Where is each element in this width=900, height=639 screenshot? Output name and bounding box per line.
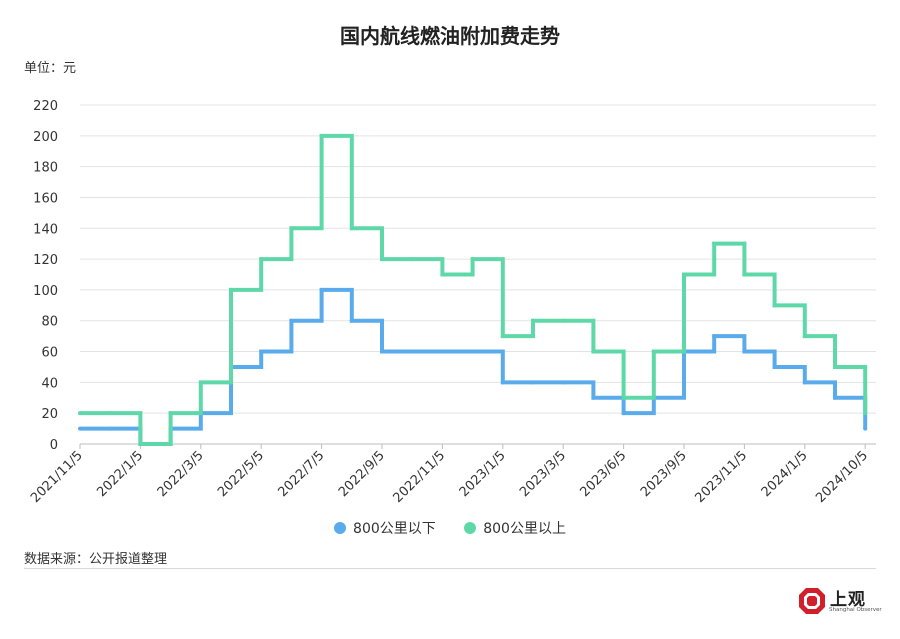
data-point[interactable] xyxy=(440,272,445,277)
data-point[interactable] xyxy=(380,257,384,262)
data-point[interactable] xyxy=(561,380,566,385)
chart-title: 国内航线燃油附加费走势 xyxy=(340,24,560,48)
x-tick-label: 2021/11/5 xyxy=(28,448,86,506)
y-tick-label: 40 xyxy=(41,376,58,391)
y-tick-label: 200 xyxy=(33,130,58,145)
logo-emblem-icon xyxy=(799,588,825,614)
x-tick-label: 2022/11/5 xyxy=(390,448,448,506)
x-tick-label: 2022/1/5 xyxy=(94,448,146,500)
data-point[interactable] xyxy=(168,411,173,416)
y-tick-label: 120 xyxy=(33,253,58,268)
data-point[interactable] xyxy=(500,380,505,385)
legend-label-series-2: 800公里以上 xyxy=(483,521,566,537)
data-point[interactable] xyxy=(772,303,777,308)
x-tick-label: 2023/3/5 xyxy=(517,448,569,500)
source-note: 数据来源：公开报道整理 xyxy=(24,552,168,567)
legend-label-series-1: 800公里以下 xyxy=(353,521,436,537)
x-tick-label: 2022/3/5 xyxy=(155,448,207,500)
y-tick-label: 220 xyxy=(33,99,58,114)
x-tick-label: 2023/11/5 xyxy=(692,448,750,506)
y-tick-label: 100 xyxy=(33,284,58,299)
footer-divider xyxy=(24,568,876,569)
data-point[interactable] xyxy=(621,395,626,400)
logo-subtext: Shanghai Observer xyxy=(829,607,882,613)
unit-label: 单位：元 xyxy=(24,61,77,76)
data-point[interactable] xyxy=(440,349,445,354)
x-tick-label: 2022/7/5 xyxy=(276,448,328,500)
x-tick-label: 2023/6/5 xyxy=(578,448,630,500)
series-layer xyxy=(78,133,868,446)
data-point[interactable] xyxy=(470,349,475,354)
data-point[interactable] xyxy=(78,426,82,431)
y-tick-label: 0 xyxy=(50,438,58,453)
data-point[interactable] xyxy=(410,257,415,262)
series-line-1 xyxy=(80,287,868,446)
data-point[interactable] xyxy=(591,395,596,400)
data-point[interactable] xyxy=(682,272,686,277)
data-point[interactable] xyxy=(198,380,203,385)
data-point[interactable] xyxy=(78,411,82,416)
data-point[interactable] xyxy=(108,426,113,431)
data-point[interactable] xyxy=(289,226,294,231)
data-point[interactable] xyxy=(621,411,626,416)
y-tick-label: 180 xyxy=(33,161,58,176)
data-point[interactable] xyxy=(802,334,807,339)
data-point[interactable] xyxy=(229,287,233,292)
data-point[interactable] xyxy=(863,411,868,416)
legend-marker-series-1 xyxy=(334,522,347,534)
data-point[interactable] xyxy=(772,364,777,369)
data-point[interactable] xyxy=(289,318,294,323)
y-tick-label: 160 xyxy=(33,191,58,206)
data-point[interactable] xyxy=(319,287,324,292)
data-point[interactable] xyxy=(863,426,868,431)
y-tick-label: 80 xyxy=(41,315,58,330)
logo-text: 上观 xyxy=(830,590,866,610)
data-point[interactable] xyxy=(108,411,113,416)
data-point[interactable] xyxy=(470,257,475,262)
data-point[interactable] xyxy=(259,349,264,354)
data-point[interactable] xyxy=(500,334,505,339)
data-point[interactable] xyxy=(349,226,354,231)
x-tick-label: 2024/10/5 xyxy=(813,448,871,506)
y-tick-label: 140 xyxy=(33,222,58,237)
legend-item-series-2[interactable]: 800公里以上 xyxy=(464,518,566,538)
y-axis-ticks: 0 20 40 60 80 100 120 140 160 180 200 220 xyxy=(33,99,58,453)
x-tick-label: 2023/1/5 xyxy=(457,448,509,500)
data-point[interactable] xyxy=(802,380,807,385)
series-line-2 xyxy=(80,133,868,446)
data-point[interactable] xyxy=(712,241,717,246)
data-point[interactable] xyxy=(349,318,354,323)
data-point[interactable] xyxy=(259,257,264,262)
data-point[interactable] xyxy=(138,442,143,446)
legend: 800公里以下 800公里以上 xyxy=(0,518,900,538)
data-point[interactable] xyxy=(712,334,717,339)
data-point[interactable] xyxy=(531,318,535,323)
x-tick-label: 2024/1/5 xyxy=(759,448,811,500)
y-tick-label: 20 xyxy=(41,407,58,422)
legend-item-series-1[interactable]: 800公里以下 xyxy=(334,518,436,538)
data-point[interactable] xyxy=(561,318,566,323)
data-point[interactable] xyxy=(833,395,837,400)
data-point[interactable] xyxy=(742,349,747,354)
x-axis-ticks: 2021/11/5 2022/1/5 2022/3/5 2022/5/5 2022/7/… xyxy=(28,444,871,506)
y-tick-label: 60 xyxy=(41,346,58,361)
x-tick-label: 2022/5/5 xyxy=(215,448,267,500)
data-point[interactable] xyxy=(380,349,384,354)
data-point[interactable] xyxy=(742,272,747,277)
brand-logo: 上观 Shanghai Observer xyxy=(798,583,884,623)
legend-marker-series-2 xyxy=(464,522,477,534)
data-point[interactable] xyxy=(651,349,656,354)
data-point[interactable] xyxy=(410,349,415,354)
x-tick-label: 2023/9/5 xyxy=(638,448,690,500)
data-point[interactable] xyxy=(833,364,837,369)
data-point[interactable] xyxy=(319,133,324,138)
data-point[interactable] xyxy=(591,349,596,354)
data-point[interactable] xyxy=(531,380,535,385)
x-tick-label: 2022/9/5 xyxy=(336,448,388,500)
